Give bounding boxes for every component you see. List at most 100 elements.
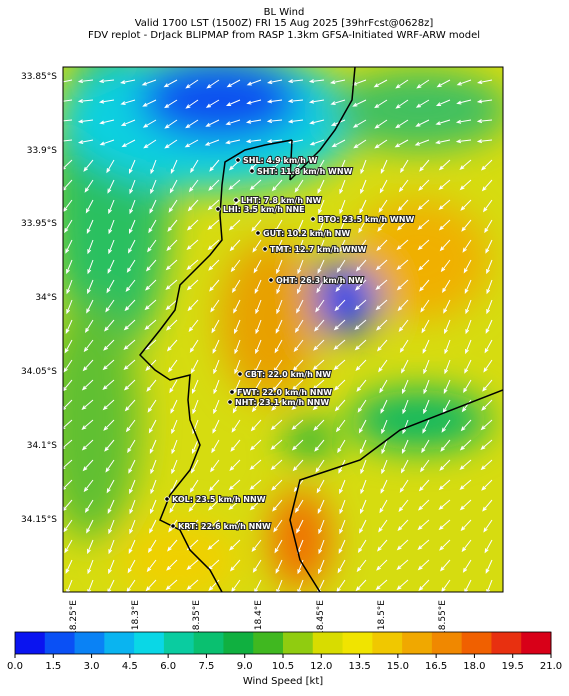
wind-arrow	[359, 439, 367, 455]
lon-label: 18.55°E	[438, 600, 448, 636]
station-label: FWT: 22.0 km/h NNW	[237, 388, 332, 397]
wind-arrow	[149, 519, 157, 534]
wind-arrow	[338, 219, 346, 235]
wind-arrow	[164, 139, 178, 149]
wind-arrow	[167, 219, 178, 232]
wind-arrow	[234, 319, 241, 335]
wind-arrow	[275, 559, 283, 574]
wind-arrow	[249, 459, 262, 471]
wind-arrow	[274, 339, 283, 354]
wind-arrow	[252, 559, 262, 573]
wind-arrow	[81, 419, 94, 431]
wind-arrow	[418, 179, 430, 191]
colorbar-tick-label: 10.5	[272, 661, 294, 672]
colorbar-swatch	[342, 632, 373, 654]
wind-arrow	[171, 439, 178, 455]
wind-arrow	[360, 459, 367, 475]
station-dot	[235, 157, 241, 163]
colorbar-swatch	[431, 632, 463, 654]
lat-label: 34°S	[35, 293, 57, 303]
wind-arrow	[106, 279, 115, 294]
wind-arrow	[456, 99, 472, 105]
wind-arrow	[417, 519, 430, 531]
wind-arrow	[318, 539, 325, 555]
wind-arrow	[231, 279, 241, 294]
wind-arrow	[465, 319, 472, 335]
wind-arrow	[251, 219, 262, 232]
wind-arrow	[376, 559, 388, 571]
station-dot	[227, 399, 233, 405]
wind-arrow	[187, 199, 199, 212]
station-dot	[237, 371, 243, 377]
wind-arrow	[486, 579, 493, 592]
wind-arrow	[270, 459, 283, 471]
wind-arrow	[189, 479, 199, 493]
wind-arrow	[105, 459, 115, 473]
wind-arrow	[168, 199, 178, 213]
colorbar-tick-label: 4.5	[122, 661, 138, 672]
wind-arrow	[142, 119, 157, 128]
wind-arrow	[376, 339, 388, 352]
wind-arrow	[142, 99, 157, 107]
wind-arrow	[63, 139, 73, 142]
wind-arrow	[165, 579, 178, 591]
wind-arrow	[250, 419, 262, 432]
wind-arrow	[485, 319, 493, 334]
wind-arrow	[318, 239, 325, 255]
wind-arrow	[287, 99, 304, 104]
wind-arrow	[339, 479, 346, 495]
wind-arrow	[228, 519, 241, 531]
wind-arrow	[476, 99, 493, 104]
wind-arrow	[77, 79, 94, 84]
wind-arrow	[309, 139, 325, 146]
wind-arrow	[443, 299, 451, 314]
wind-arrow	[102, 359, 115, 371]
wind-arrow	[397, 199, 409, 212]
colorbar-tick-label: 6.0	[160, 661, 176, 672]
wind-arrow	[150, 459, 157, 475]
wind-arrow	[313, 339, 325, 351]
colorbar-swatch	[402, 632, 433, 654]
wind-arrow	[150, 499, 157, 515]
wind-arrow	[270, 159, 283, 171]
wind-arrow	[292, 359, 304, 372]
wind-arrow	[150, 159, 157, 175]
wind-arrow	[108, 519, 115, 535]
wind-arrow	[149, 199, 157, 214]
wind-arrow	[401, 359, 409, 374]
wind-arrow	[146, 379, 157, 392]
wind-arrow	[64, 539, 73, 554]
wind-arrow	[439, 459, 451, 471]
wind-arrow	[209, 159, 220, 172]
wind-arrow	[419, 159, 430, 172]
wind-arrow	[339, 199, 346, 215]
wind-arrow	[360, 479, 367, 495]
wind-arrow	[210, 459, 220, 473]
wind-arrow	[375, 279, 388, 290]
wind-arrow	[165, 279, 178, 290]
wind-arrow	[476, 139, 493, 144]
wind-arrow	[276, 299, 283, 315]
wind-arrow	[287, 79, 304, 84]
wind-arrow	[127, 559, 136, 574]
wind-arrow	[438, 219, 451, 231]
wind-arrow	[439, 559, 451, 572]
wind-arrow	[294, 179, 304, 193]
lat-label: 34.1°S	[27, 441, 58, 451]
wind-arrow	[229, 459, 241, 471]
wind-arrow	[249, 479, 262, 490]
wind-arrow	[354, 319, 367, 330]
wind-arrow	[186, 559, 199, 570]
wind-arrow	[423, 359, 430, 375]
wind-arrow	[423, 379, 430, 395]
colorbar-swatch	[163, 632, 195, 654]
wind-arrow	[145, 259, 157, 272]
wind-arrow	[380, 159, 388, 174]
station-label: NHT: 23.1 km/h NNW	[235, 398, 329, 407]
wind-arrow	[145, 359, 157, 371]
wind-arrow	[272, 499, 283, 512]
wind-arrow	[459, 179, 472, 191]
colorbar-tick-label: 19.5	[502, 661, 524, 672]
wind-arrow	[86, 219, 94, 234]
wind-arrow	[482, 199, 493, 213]
